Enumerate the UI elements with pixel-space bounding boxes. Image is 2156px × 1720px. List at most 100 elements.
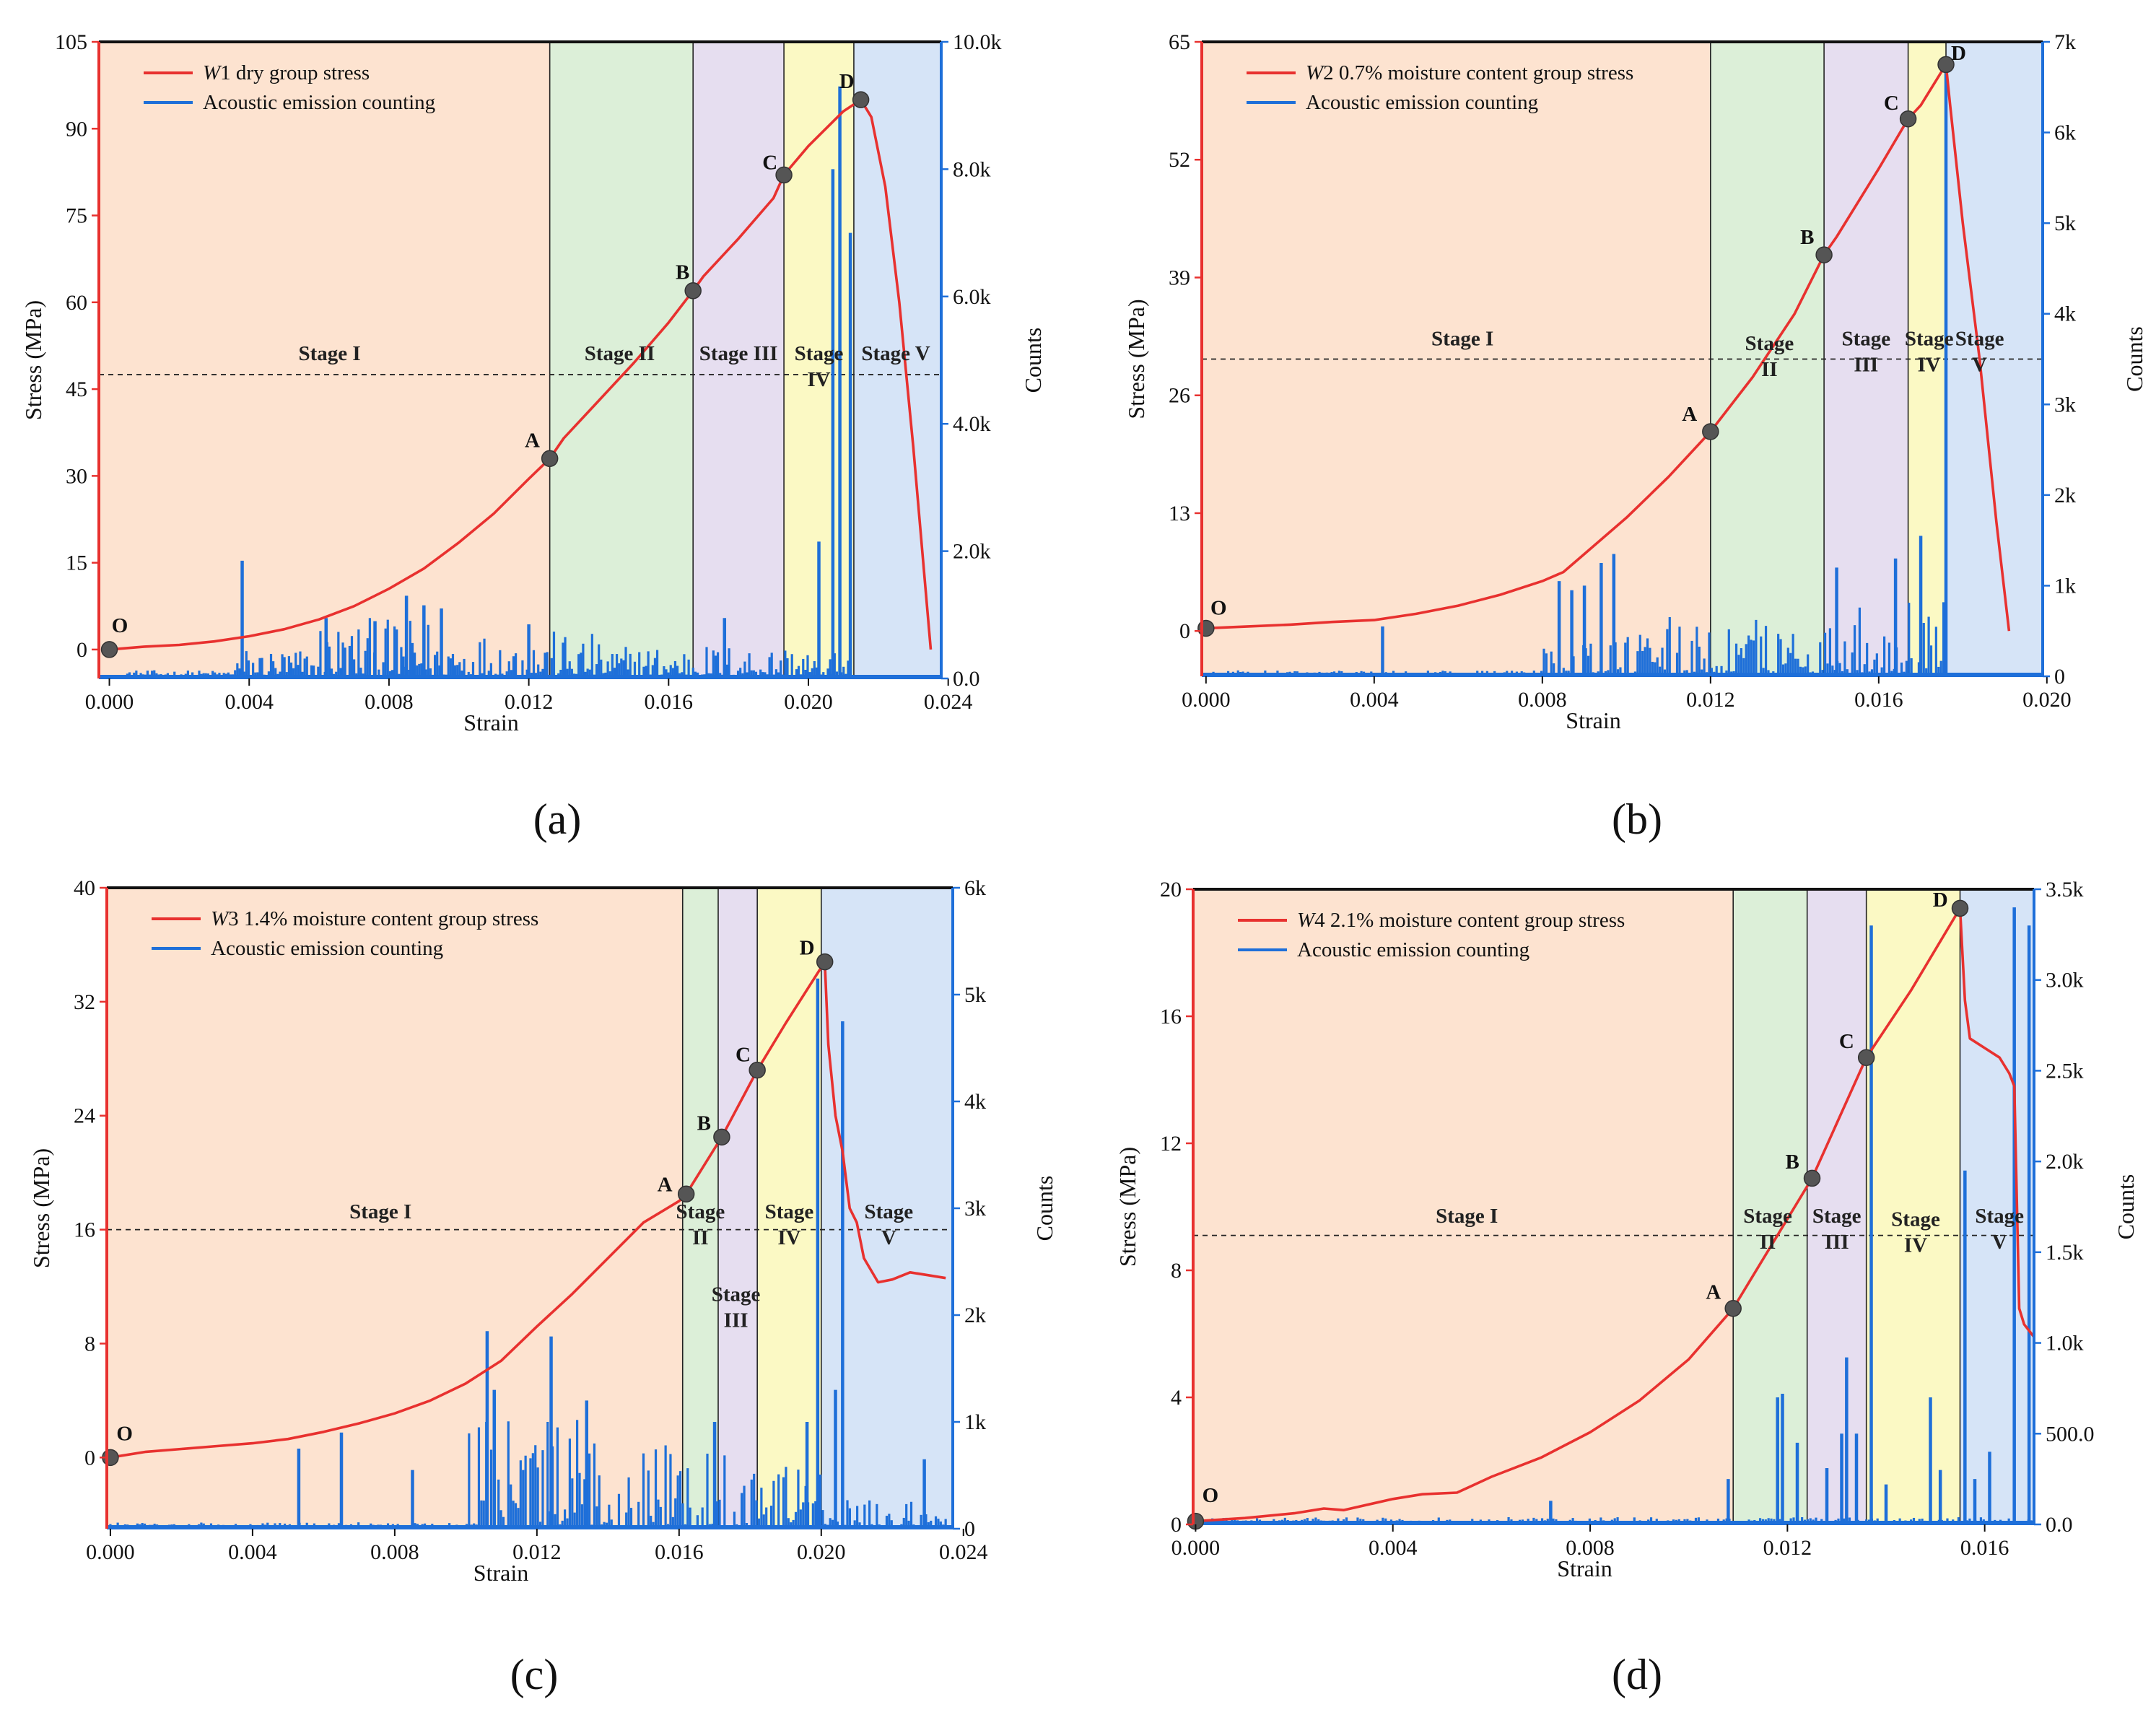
x-tick-label: 0.016 <box>655 1540 704 1564</box>
x-tick-label: 0.004 <box>1369 1536 1418 1560</box>
legend: W1 dry group stress Acoustic emission cou… <box>144 61 435 114</box>
point-label-A: A <box>1706 1281 1721 1304</box>
legend-stress-suffix: 1 dry group stress <box>220 61 370 84</box>
y2-tick-label: 500.0 <box>2046 1422 2095 1446</box>
y2-tick-label: 3k <box>2054 393 2076 416</box>
y-tick-label: 8 <box>84 1332 95 1356</box>
legend-stress-prefix: W <box>1297 909 1317 932</box>
y2-tick-label: 5k <box>964 983 986 1007</box>
x-tick-label: 0.008 <box>370 1540 419 1564</box>
y-tick-label: 13 <box>1169 502 1190 525</box>
panel-caption: (b) <box>1612 795 1662 843</box>
y2-tick-label: 2k <box>964 1304 986 1327</box>
chart-panel-a: O A B C D Stage I Stage II Stage III Stage IV Stag… <box>20 30 1046 843</box>
stage-band <box>1960 889 2034 1524</box>
stage-label: IV <box>1904 1234 1927 1257</box>
legend-stress-suffix: 4 2.1% moisture content group stress <box>1314 909 1625 932</box>
y-tick-label: 60 <box>66 291 87 315</box>
stage-band <box>693 42 785 678</box>
stage-label: Stage <box>1975 1205 2024 1228</box>
stage-label: Stage <box>865 1200 914 1223</box>
y-tick-label: 0 <box>1179 619 1190 643</box>
stage-band <box>853 42 941 678</box>
y-tick-label: 8 <box>1171 1259 1182 1283</box>
point-label-B: B <box>1800 226 1814 249</box>
stage-label: Stage <box>1812 1205 1862 1228</box>
y-tick-label: 4 <box>1171 1386 1182 1410</box>
x-axis-label: Strain <box>463 710 518 735</box>
point-marker <box>677 1185 695 1203</box>
chart-panel-c: O A B C D Stage I Stage II Stage III Stage IV Stage V… <box>28 876 1057 1698</box>
x-tick-label: 0.012 <box>505 690 554 714</box>
x-tick-label: 0.024 <box>939 1540 988 1564</box>
point-marker <box>852 91 870 108</box>
legend-stress-label: W3 1.4% moisture content group stress <box>211 907 538 930</box>
y2-tick-label: 1k <box>2054 574 2076 598</box>
y2-tick-label: 3.5k <box>2046 878 2084 902</box>
x-tick-label: 0.012 <box>1686 688 1735 712</box>
legend-stress-suffix: 3 1.4% moisture content group stress <box>228 907 538 930</box>
point-label-O: O <box>1210 597 1227 620</box>
point-marker <box>713 1128 730 1146</box>
y2-tick-label: 2.0k <box>2046 1150 2084 1174</box>
y2-tick-label: 3.0k <box>2046 969 2084 992</box>
x-tick-label: 0.000 <box>1171 1536 1221 1560</box>
stage-label: V <box>1992 1231 2007 1254</box>
point-label-A: A <box>1682 403 1697 426</box>
point-label-O: O <box>112 614 128 637</box>
legend-stress-prefix: W <box>1306 61 1325 84</box>
y2-tick-label: 6k <box>2054 121 2076 145</box>
point-label-C: C <box>736 1044 751 1067</box>
point-label-A: A <box>525 429 540 452</box>
y2-tick-label: 3k <box>964 1197 986 1221</box>
x-axis-label: Strain <box>1566 707 1620 733</box>
x-tick-label: 0.016 <box>1960 1536 2009 1560</box>
y2-tick-label: 6k <box>964 876 986 900</box>
x-tick-label: 0.020 <box>797 1540 846 1564</box>
x-tick-label: 0.012 <box>512 1540 562 1564</box>
stage-label: Stage <box>676 1200 725 1223</box>
legend-ae-label: Acoustic emission counting <box>203 91 435 114</box>
point-label-D: D <box>800 937 815 960</box>
y-axis-label: Stress (MPa) <box>28 1148 54 1268</box>
y2-axis-label: Counts <box>1020 328 1046 393</box>
stage-band <box>549 42 694 678</box>
x-tick-label: 0.020 <box>2022 688 2072 712</box>
stage-band <box>757 888 821 1529</box>
y-tick-label: 0 <box>77 638 87 662</box>
y2-tick-label: 2k <box>2054 484 2076 507</box>
ae-series <box>99 86 941 679</box>
x-tick-label: 0.004 <box>1350 688 1399 712</box>
y2-tick-label: 0 <box>964 1517 975 1541</box>
y-tick-label: 12 <box>1160 1132 1182 1156</box>
x-tick-label: 0.000 <box>85 690 134 714</box>
y-tick-label: 105 <box>55 30 87 54</box>
y-tick-label: 26 <box>1169 384 1190 408</box>
ae-series <box>107 978 953 1529</box>
stage-label: III <box>1825 1231 1849 1254</box>
stage-label: Stage <box>1891 1208 1940 1231</box>
y-tick-label: 52 <box>1169 148 1190 172</box>
point-marker <box>775 166 793 184</box>
y2-tick-label: 1.5k <box>2046 1241 2084 1265</box>
point-label-B: B <box>676 261 689 284</box>
stage-label: Stage I <box>298 342 360 365</box>
stage-label: Stage <box>1905 328 1954 351</box>
stress-curve <box>110 960 946 1459</box>
x-axis-label: Strain <box>473 1560 528 1586</box>
panel-caption: (a) <box>533 795 582 843</box>
stage-label: Stage V <box>861 342 930 365</box>
stage-band <box>682 888 718 1529</box>
chart-panel-b: O A B C D Stage I Stage II Stage III Stage IV Stage V… <box>1123 30 2147 843</box>
point-label-B: B <box>697 1112 711 1135</box>
stage-label: III <box>1854 354 1878 377</box>
y2-tick-label: 10.0k <box>953 30 1002 54</box>
x-tick-label: 0.008 <box>365 690 414 714</box>
panel-caption: (c) <box>510 1651 559 1698</box>
y-tick-label: 32 <box>74 990 95 1014</box>
legend-ae-label: Acoustic emission counting <box>211 937 443 960</box>
point-label-O: O <box>1203 1484 1219 1507</box>
point-marker <box>1951 899 1969 917</box>
point-label-A: A <box>658 1173 673 1196</box>
stage-label: II <box>692 1226 709 1249</box>
